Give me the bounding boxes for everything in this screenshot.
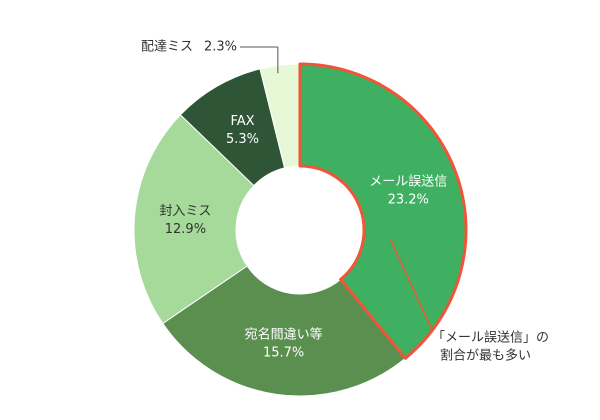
highlight-outline [298,62,468,360]
value-label: 12.9% [165,222,206,237]
slice-label: FAX [230,114,254,129]
slice-label: 宛名間違い等 [245,326,323,342]
annotation-line: 割合が最も多い [440,348,531,364]
value-label: 23.2% [388,193,429,208]
donut-slice [133,114,255,325]
slice-label: 封入ミス [159,204,211,219]
annotation-line: 「メール誤送信」の [432,330,549,346]
slice-label: メール誤送信 [369,174,447,190]
slice-label: 配達ミス [141,40,193,55]
value-label: 15.7% [263,345,304,360]
donut-slice [162,265,407,397]
value-label: 2.3% [204,40,237,55]
value-label: 5.3% [226,132,259,147]
annotation-leader [389,239,433,331]
